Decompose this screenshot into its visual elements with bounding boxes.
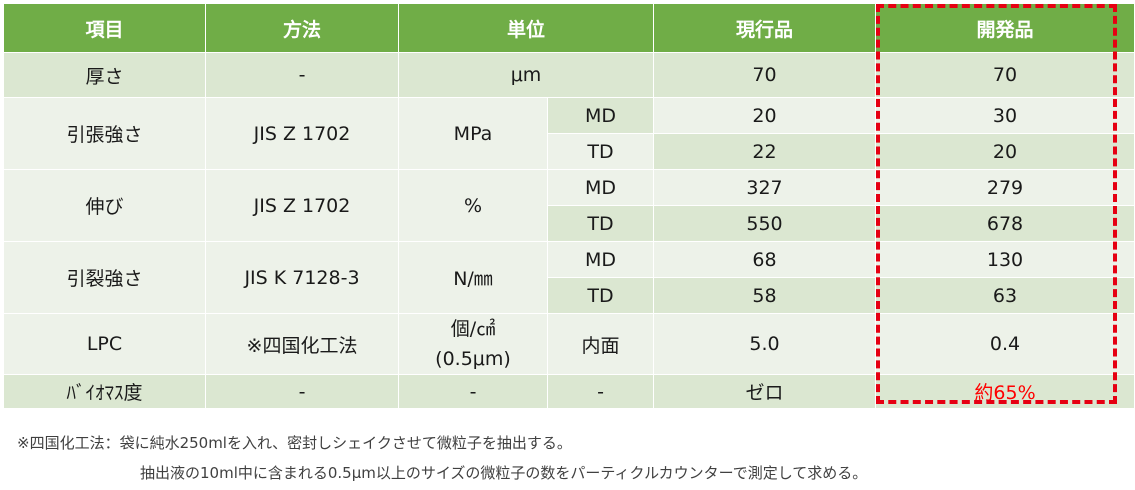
current-value: 5.0: [653, 313, 877, 375]
current-value: ゼロ: [653, 374, 877, 409]
developed-value: 20: [875, 133, 1135, 170]
direction-cell: TD: [546, 277, 655, 314]
table-row: TD 550 678: [4, 205, 1135, 242]
developed-value: 70: [875, 52, 1135, 98]
table-row: 引張強さ JIS Z 1702 MPa MD 20 30: [3, 97, 1135, 170]
unit-line: 個/㎠: [450, 318, 496, 340]
current-value: 58: [653, 277, 877, 314]
header-row: 項目 方法 単位 現行品 開発品: [3, 3, 1135, 53]
current-value: 20: [653, 97, 877, 134]
current-value: 550: [653, 205, 877, 242]
current-value: 70: [653, 52, 877, 98]
unit-cell: μm: [397, 52, 655, 98]
unit-cell: N/㎜: [398, 241, 548, 314]
developed-value: 63: [875, 277, 1135, 314]
sub-cell: 内面: [546, 313, 655, 375]
unit-cell: MPa: [398, 97, 548, 170]
method-cell: -: [205, 374, 399, 409]
item-tensile: 引張強さ: [3, 97, 206, 170]
method-cell: JIS K 7128-3: [205, 241, 399, 314]
item-biomass: ﾊﾞｲｵﾏｽ度: [3, 374, 206, 409]
developed-value: 30: [875, 97, 1135, 134]
comparison-table: 項目 方法 単位 現行品 開発品 厚さ - μm 70 70 引張強さ JIS …: [3, 3, 1135, 409]
unit-cell: 個/㎠ (0.5μm): [398, 313, 548, 375]
header-developed: 開発品: [875, 3, 1135, 53]
table-row: TD 22 20: [4, 133, 1135, 170]
unit-cell: %: [398, 169, 548, 242]
current-value: 68: [653, 241, 877, 278]
current-value: 327: [653, 169, 877, 206]
table-row: 引裂強さ JIS K 7128-3 N/㎜ MD 68 130: [3, 241, 1135, 314]
item-tear: 引裂強さ: [3, 241, 206, 314]
method-cell: JIS Z 1702: [205, 97, 399, 170]
method-cell: JIS Z 1702: [205, 169, 399, 242]
developed-value: 0.4: [875, 313, 1135, 375]
developed-value: 678: [875, 205, 1135, 242]
direction-cell: TD: [546, 133, 655, 170]
sub-cell: -: [546, 374, 655, 409]
header-method: 方法: [205, 3, 399, 53]
header-current: 現行品: [653, 3, 877, 53]
table-row: LPC ※四国化工法 個/㎠ (0.5μm) 内面 5.0 0.4: [3, 313, 1135, 375]
item-thickness: 厚さ: [3, 52, 206, 98]
method-cell: ※四国化工法: [205, 313, 399, 375]
header-unit: 単位: [397, 3, 655, 53]
direction-cell: MD: [546, 241, 655, 278]
table-row: ﾊﾞｲｵﾏｽ度 - - - ゼロ 約65%: [3, 374, 1135, 409]
header-item: 項目: [3, 3, 206, 53]
developed-value-highlight: 約65%: [875, 374, 1135, 409]
table-row: 伸び JIS Z 1702 % MD 327 279: [3, 169, 1135, 242]
developed-value: 279: [875, 169, 1135, 206]
developed-value: 130: [875, 241, 1135, 278]
direction-cell: TD: [546, 205, 655, 242]
method-cell: -: [205, 52, 399, 98]
unit-cell: -: [398, 374, 548, 409]
footnote-line-1: ※四国化工法：袋に純水250mlを入れ、密封しシェイクさせて微粒子を抽出する。: [17, 434, 572, 452]
direction-cell: MD: [546, 97, 655, 134]
footnote-line-2: 抽出液の10ml中に含まれる0.5μm以上のサイズの微粒子の数をパーティクルカウ…: [140, 464, 868, 482]
table-row: 厚さ - μm 70 70: [3, 52, 1135, 98]
item-elongation: 伸び: [3, 169, 206, 242]
unit-line: (0.5μm): [435, 348, 511, 370]
table-row: TD 58 63: [4, 277, 1135, 314]
current-value: 22: [653, 133, 877, 170]
item-lpc: LPC: [3, 313, 206, 375]
direction-cell: MD: [546, 169, 655, 206]
